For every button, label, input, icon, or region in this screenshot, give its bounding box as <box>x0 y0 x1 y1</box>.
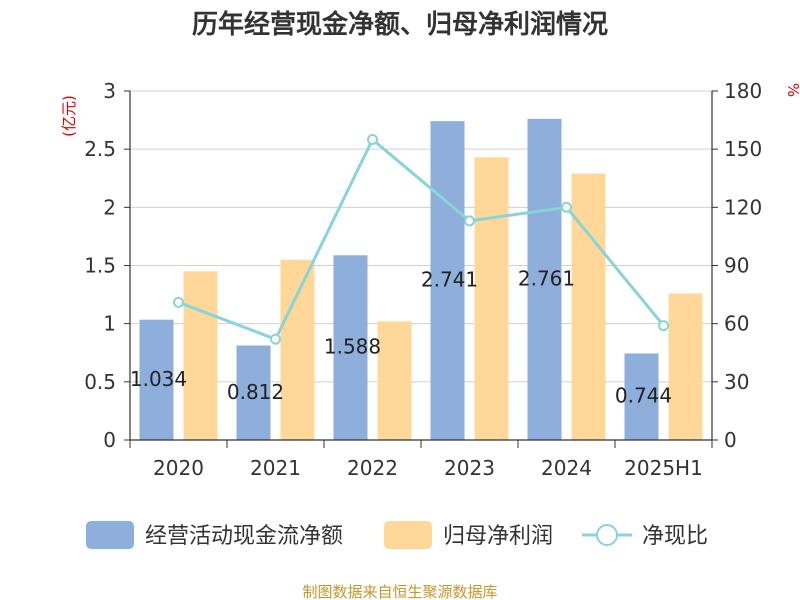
left-axis-tick-label: 2.5 <box>84 137 116 161</box>
legend-label-cash-flow: 经营活动现金流净额 <box>145 524 343 549</box>
net-profit-bar <box>280 259 315 440</box>
legend-marker-ratio <box>596 524 618 546</box>
right-axis-tick-label: 0 <box>724 428 737 452</box>
right-axis-tick-label: 150 <box>724 137 762 161</box>
x-axis-tick-label: 2023 <box>444 456 495 480</box>
x-axis-tick-label: 2025H1 <box>624 456 703 480</box>
right-axis-tick-label: 120 <box>724 195 762 219</box>
cash-flow-data-label: 0.744 <box>615 384 672 408</box>
cash-flow-bar <box>139 319 174 440</box>
left-axis-tick-label: 0 <box>103 428 116 452</box>
right-axis-tick-label: 90 <box>724 254 749 278</box>
cash-flow-data-label: 2.741 <box>421 268 478 292</box>
cash-flow-data-label: 2.761 <box>518 266 575 290</box>
cash-flow-bar <box>624 353 659 440</box>
cash-flow-data-label: 1.588 <box>324 335 381 359</box>
left-axis-tick-label: 1.5 <box>84 254 116 278</box>
x-axis-tick-label: 2022 <box>347 456 398 480</box>
right-axis-tick-label: 30 <box>724 370 749 394</box>
ratio-point <box>173 296 184 308</box>
left-axis-tick-label: 1 <box>103 312 116 336</box>
ratio-point <box>464 215 475 227</box>
cash-flow-bar <box>430 121 465 440</box>
x-axis-tick-label: 2021 <box>250 456 301 480</box>
gridlines <box>130 90 712 383</box>
right-axis-tick-label: 180 <box>724 79 762 103</box>
net-profit-bar <box>377 321 412 440</box>
ratio-point <box>561 201 572 213</box>
data-labels: 1.034 0.812 1.588 2.741 2.761 0.744 <box>130 266 672 407</box>
net-profit-bar <box>183 271 218 440</box>
left-axis-tick-label: 3 <box>103 79 116 103</box>
x-axis-tick-label: 2020 <box>153 456 204 480</box>
ratio-line <box>177 137 665 342</box>
cash-flow-data-label: 1.034 <box>130 367 187 391</box>
net-profit-bar <box>474 157 509 440</box>
bars <box>139 118 703 441</box>
right-axis-tick-label: 60 <box>724 312 749 336</box>
left-axis-unit: (亿元) <box>60 95 78 137</box>
net-profit-bar <box>571 173 606 440</box>
legend: 经营活动现金流净额 归母净利润 净现比 <box>86 521 708 549</box>
ratio-point <box>270 333 281 345</box>
legend-label-net-profit: 归母净利润 <box>443 524 553 549</box>
legend-swatch-net-profit <box>384 521 432 549</box>
cash-flow-data-label: 0.812 <box>227 380 284 404</box>
cash-flow-bar <box>236 345 271 440</box>
x-axis-tick-label: 2024 <box>541 456 592 480</box>
source-note: 制图数据来自恒生聚源数据库 <box>302 583 497 600</box>
left-axis-tick-label: 0.5 <box>84 370 116 394</box>
cash-flow-bar <box>527 118 562 441</box>
chart-title: 历年经营现金净额、归母净利润情况 <box>192 9 608 40</box>
cash-flow-bar <box>333 255 368 440</box>
left-axis-tick-label: 2 <box>103 195 116 219</box>
right-axis-unit: % <box>784 83 800 97</box>
ratio-point <box>658 320 669 332</box>
ratio-point <box>367 133 378 145</box>
legend-label-ratio: 净现比 <box>642 524 708 549</box>
ratio-line-layer <box>173 133 669 345</box>
legend-swatch-cash-flow <box>86 521 134 549</box>
net-profit-bar <box>668 293 703 440</box>
